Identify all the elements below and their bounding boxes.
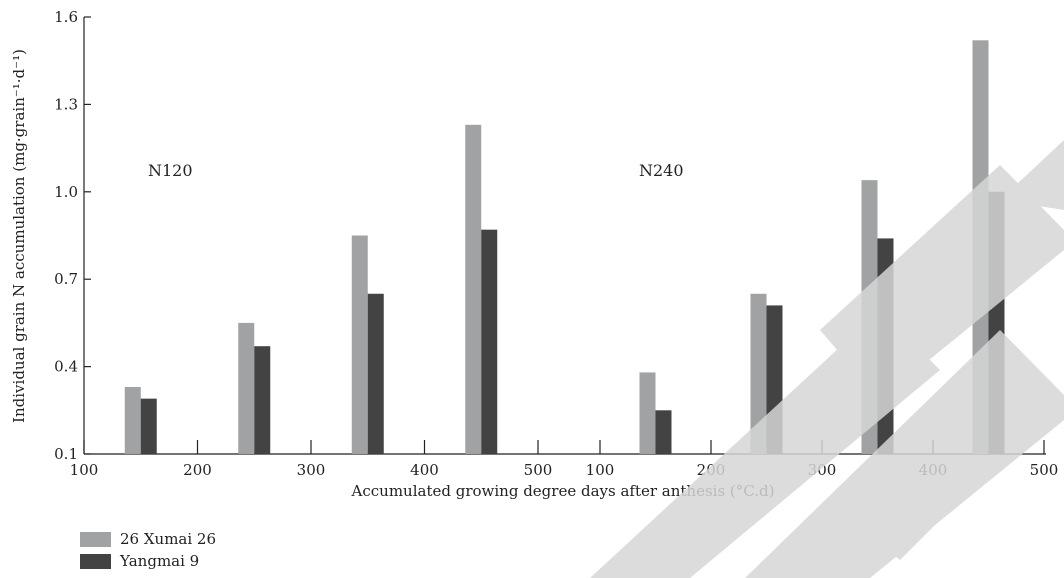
legend: 26 Xumai 26 Yangmai 9 bbox=[80, 528, 216, 572]
y-tick-label: 0.7 bbox=[54, 270, 78, 288]
bar-yangmai bbox=[877, 238, 894, 454]
x-tick-label: 400 bbox=[410, 461, 439, 479]
x-tick-label: 300 bbox=[808, 461, 837, 479]
legend-label-yangmai: Yangmai 9 bbox=[120, 552, 200, 570]
legend-label-xumai: 26 Xumai 26 bbox=[120, 530, 217, 548]
x-tick-label: 500 bbox=[524, 461, 553, 479]
panel-annotation: N120 bbox=[148, 161, 193, 180]
bar-yangmai bbox=[254, 346, 271, 454]
x-tick-label: 400 bbox=[919, 461, 948, 479]
bar-xumai bbox=[124, 386, 141, 454]
chart: 0.1 0.4 0.7 1.0 1.3 1.6 100 200 300 400 500 N120 100… bbox=[10, 8, 1058, 500]
x-tick-label: 100 bbox=[70, 461, 99, 479]
bar-xumai bbox=[861, 180, 878, 454]
bar-xumai bbox=[351, 235, 368, 454]
x-tick-label: 200 bbox=[183, 461, 212, 479]
y-tick-label: 1.6 bbox=[54, 8, 78, 26]
bar-yangmai bbox=[988, 191, 1005, 455]
y-tick-label: 1.0 bbox=[54, 183, 78, 201]
y-axis-title: Individual grain N accumulation (mg·grai… bbox=[10, 49, 28, 423]
legend-item-xumai: 26 Xumai 26 bbox=[80, 528, 216, 550]
bar-xumai bbox=[972, 40, 989, 454]
x-tick-label: 500 bbox=[1030, 461, 1059, 479]
bar-yangmai bbox=[140, 398, 157, 454]
bars bbox=[124, 40, 1005, 455]
x-axis-title: Accumulated growing degree days after an… bbox=[351, 482, 775, 500]
x-tick-label: 100 bbox=[586, 461, 615, 479]
legend-item-yangmai: Yangmai 9 bbox=[80, 550, 216, 572]
bar-xumai bbox=[238, 322, 255, 454]
bar-yangmai bbox=[655, 410, 672, 454]
bar-xumai bbox=[750, 293, 767, 454]
y-tick-label: 0.1 bbox=[54, 445, 78, 463]
x-tick-label: 300 bbox=[297, 461, 326, 479]
y-tick-label: 0.4 bbox=[54, 358, 78, 376]
axes bbox=[83, 16, 1046, 455]
bar-xumai bbox=[639, 372, 656, 454]
bar-xumai bbox=[465, 124, 482, 454]
bar-yangmai bbox=[367, 293, 384, 454]
panel-annotation: N240 bbox=[639, 161, 684, 180]
y-tick-label: 1.3 bbox=[54, 95, 78, 113]
x-tick-label: 200 bbox=[697, 461, 726, 479]
bar-yangmai bbox=[766, 305, 783, 454]
legend-swatch-xumai bbox=[80, 531, 111, 547]
bar-yangmai bbox=[481, 229, 498, 454]
legend-swatch-yangmai bbox=[80, 553, 111, 569]
labels: 0.1 0.4 0.7 1.0 1.3 1.6 100 200 300 400 500 N120 100… bbox=[10, 8, 1058, 500]
